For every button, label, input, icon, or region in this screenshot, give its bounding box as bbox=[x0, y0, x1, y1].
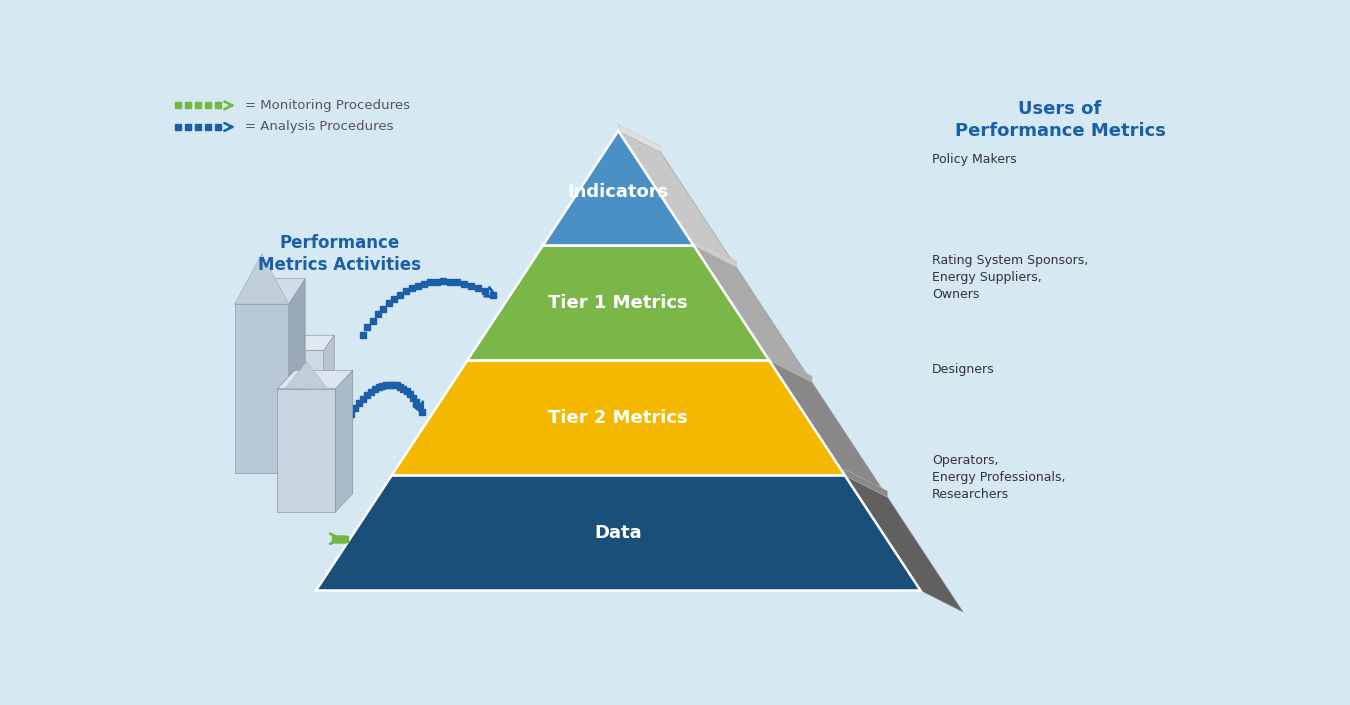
Text: Performance
Metrics Activities: Performance Metrics Activities bbox=[258, 234, 421, 274]
Text: Indicators: Indicators bbox=[567, 183, 668, 201]
Text: Users of
Performance Metrics: Users of Performance Metrics bbox=[954, 100, 1165, 140]
Polygon shape bbox=[467, 246, 770, 361]
Polygon shape bbox=[235, 254, 289, 304]
Text: Policy Makers: Policy Makers bbox=[931, 153, 1017, 166]
Polygon shape bbox=[235, 278, 305, 304]
Polygon shape bbox=[335, 370, 352, 512]
Polygon shape bbox=[285, 362, 328, 388]
Text: Tier 2 Metrics: Tier 2 Metrics bbox=[548, 409, 688, 427]
Polygon shape bbox=[694, 240, 737, 267]
Polygon shape bbox=[694, 246, 811, 382]
Polygon shape bbox=[845, 470, 887, 497]
Polygon shape bbox=[618, 125, 662, 152]
Text: Tier 1 Metrics: Tier 1 Metrics bbox=[548, 294, 688, 312]
Polygon shape bbox=[618, 131, 737, 267]
Polygon shape bbox=[392, 361, 845, 476]
Polygon shape bbox=[235, 304, 289, 474]
Polygon shape bbox=[289, 350, 324, 450]
Text: Data: Data bbox=[594, 524, 643, 542]
Polygon shape bbox=[277, 388, 335, 512]
Polygon shape bbox=[324, 336, 335, 450]
Polygon shape bbox=[769, 355, 811, 382]
Text: Operators,
Energy Professionals,
Researchers: Operators, Energy Professionals, Researc… bbox=[931, 454, 1065, 501]
Polygon shape bbox=[769, 361, 887, 497]
Text: Designers: Designers bbox=[931, 363, 995, 376]
Polygon shape bbox=[289, 336, 335, 350]
Text: = Analysis Procedures: = Analysis Procedures bbox=[246, 121, 394, 133]
Text: = Monitoring Procedures: = Monitoring Procedures bbox=[246, 99, 410, 112]
Polygon shape bbox=[289, 278, 305, 474]
Polygon shape bbox=[316, 476, 921, 591]
Polygon shape bbox=[543, 131, 694, 246]
Text: Rating System Sponsors,
Energy Suppliers,
Owners: Rating System Sponsors, Energy Suppliers… bbox=[931, 254, 1088, 300]
Polygon shape bbox=[277, 370, 352, 388]
Polygon shape bbox=[845, 476, 963, 612]
